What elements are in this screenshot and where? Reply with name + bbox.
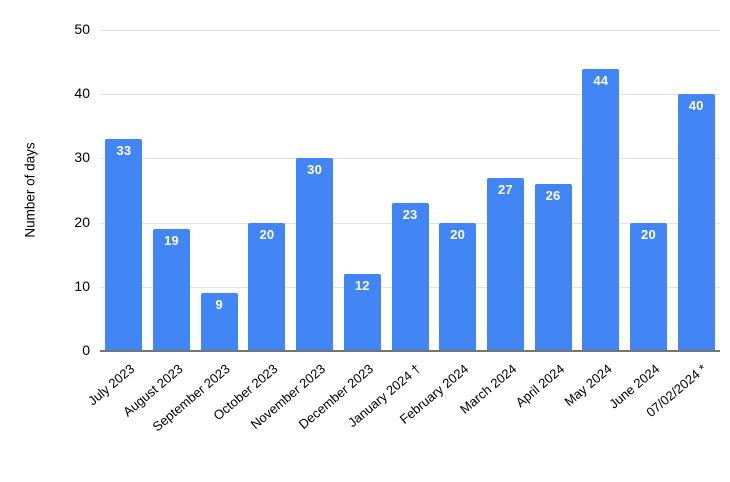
bar: 40 <box>677 94 715 351</box>
bar: 30 <box>296 158 334 351</box>
bar: 9 <box>200 293 238 351</box>
bar: 19 <box>153 229 191 351</box>
bar: 44 <box>582 68 620 351</box>
bar: 26 <box>534 184 572 351</box>
bar-value-label: 23 <box>402 207 418 223</box>
x-tick-label: May 2024 <box>561 361 615 410</box>
gridline <box>100 94 720 96</box>
bar-value-label: 20 <box>641 226 656 242</box>
gridline <box>100 30 720 31</box>
x-axis-baseline <box>100 350 720 352</box>
x-tick-label: April 2024 <box>512 361 567 411</box>
bar: 20 <box>439 222 477 351</box>
bar: 23 <box>391 203 429 351</box>
bar-value-label: 27 <box>497 181 513 197</box>
bar-value-label: 9 <box>215 297 223 313</box>
bar-value-label: 30 <box>307 162 323 178</box>
bar-value-label: 19 <box>164 233 179 249</box>
bar-value-label: 33 <box>116 143 132 159</box>
y-tick-label: 20 <box>74 213 90 230</box>
bar-value-label: 44 <box>593 72 609 88</box>
bar: 20 <box>629 222 667 351</box>
y-tick-label: 30 <box>74 149 90 166</box>
bar: 20 <box>248 222 286 351</box>
bar-value-label: 40 <box>688 98 704 114</box>
bar: 27 <box>486 177 524 351</box>
y-axis-title: Number of days <box>22 142 38 238</box>
bar-value-label: 20 <box>450 226 466 242</box>
bar-value-label: 20 <box>259 226 275 242</box>
y-tick-label: 0 <box>82 342 90 358</box>
y-tick-label: 50 <box>74 21 90 37</box>
y-tick-label: 40 <box>74 85 90 102</box>
bar-value-label: 26 <box>545 188 561 204</box>
bar: 12 <box>343 273 381 351</box>
y-tick-label: 10 <box>74 277 90 294</box>
bar: 33 <box>105 139 143 351</box>
bar-value-label: 12 <box>354 277 370 293</box>
gridline <box>100 158 720 160</box>
